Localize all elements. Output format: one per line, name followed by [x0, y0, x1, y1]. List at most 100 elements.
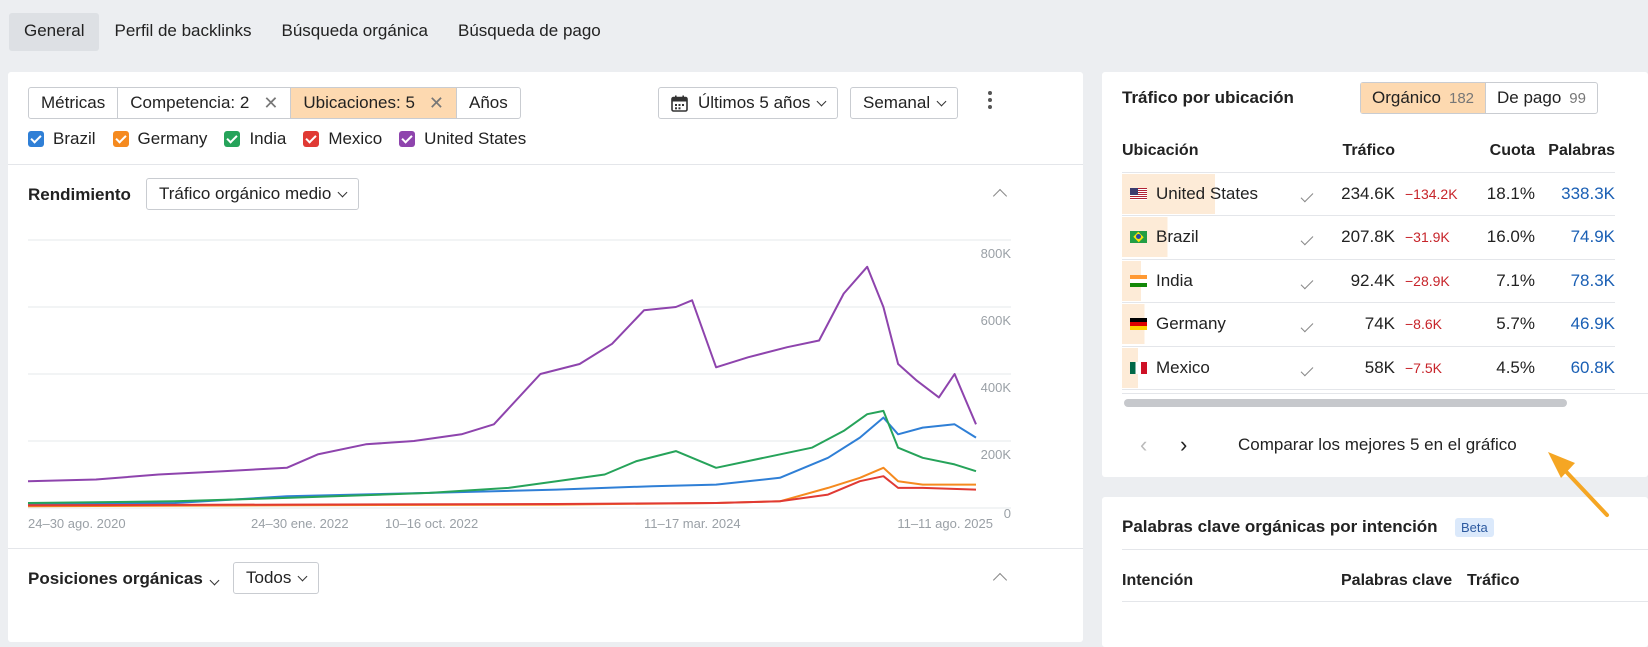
granularity-select[interactable]: Semanal	[850, 87, 959, 119]
column-header-intent-keywords[interactable]: Palabras clave	[1341, 572, 1453, 589]
traffic-diff: −7.5K	[1395, 346, 1470, 390]
checkbox-icon[interactable]	[303, 131, 320, 147]
chart-filter-bar: Métricas Competencia: 2 ✕ Ubicaciones: 5 ✕…	[28, 87, 521, 119]
previous-page-icon[interactable]: ‹	[1140, 432, 1148, 457]
traffic-by-location-panel: Tráfico por ubicación Orgánico 182 De pag…	[1102, 72, 1648, 477]
intent-panel: Palabras clave orgánicas por intención B…	[1102, 497, 1648, 647]
x-tick-label: 24–30 ago. 2020	[28, 516, 126, 531]
organic-positions-title[interactable]: Posiciones orgánicas	[28, 569, 220, 589]
series-legend: Brazil Germany India Mexico United State…	[28, 129, 526, 149]
table-row[interactable]: Brazil 207.8K −31.9K 16.0% 74.9K	[1122, 215, 1615, 260]
series-line-brazil[interactable]	[27, 416, 977, 506]
traffic-value: 74K	[1325, 302, 1395, 347]
tab-organic-search[interactable]: Búsqueda orgánica	[281, 21, 429, 40]
more-options-icon[interactable]	[988, 88, 994, 112]
legend-item-germany[interactable]: Germany	[112, 129, 207, 149]
column-header-intent[interactable]: Intención	[1122, 572, 1194, 589]
column-header-location[interactable]: Ubicación	[1122, 130, 1297, 173]
check-icon	[1300, 319, 1314, 333]
chevron-down-icon	[936, 96, 947, 106]
positions-label: Posiciones orgánicas	[28, 569, 203, 588]
traffic-diff: −31.9K	[1395, 215, 1470, 260]
location-name[interactable]: Brazil	[1156, 227, 1199, 247]
share-value: 5.7%	[1470, 302, 1535, 347]
paid-toggle[interactable]: De pago 99	[1485, 83, 1597, 113]
chevron-down-icon	[209, 575, 220, 586]
traffic-diff: −8.6K	[1395, 302, 1470, 347]
checkbox-icon[interactable]	[28, 131, 44, 147]
keywords-link[interactable]: 46.9K	[1535, 302, 1615, 347]
table-row[interactable]: Mexico 58K −7.5K 4.5% 60.8K	[1122, 346, 1615, 390]
location-cell: India	[1122, 260, 1193, 301]
location-cell: Mexico	[1122, 347, 1210, 388]
table-row[interactable]: Germany 74K −8.6K 5.7% 46.9K	[1122, 302, 1615, 347]
y-tick-label: 400K	[981, 380, 1012, 395]
horizontal-scrollbar[interactable]	[1124, 399, 1567, 407]
keywords-link[interactable]: 74.9K	[1535, 215, 1615, 260]
intent-title: Palabras clave orgánicas por intención	[1122, 517, 1438, 536]
legend-item-mexico[interactable]: Mexico	[303, 129, 382, 149]
overview-panel: Métricas Competencia: 2 ✕ Ubicaciones: 5 ✕…	[8, 72, 1083, 642]
metric-select[interactable]: Tráfico orgánico medio	[146, 178, 360, 210]
location-cell: United States	[1122, 173, 1259, 214]
y-tick-label: 200K	[981, 447, 1012, 462]
tab-backlinks[interactable]: Perfil de backlinks	[114, 21, 252, 40]
checkbox-icon[interactable]	[112, 131, 129, 147]
legend-item-brazil[interactable]: Brazil	[28, 129, 96, 149]
competitors-filter[interactable]: Competencia: 2 ✕	[118, 88, 292, 118]
location-name[interactable]: India	[1156, 270, 1193, 290]
organic-toggle[interactable]: Orgánico 182	[1361, 83, 1486, 113]
close-icon[interactable]: ✕	[263, 92, 279, 113]
positions-filter-select[interactable]: Todos	[233, 562, 320, 594]
column-header-share[interactable]: Cuota	[1470, 130, 1535, 173]
compare-top-5-link[interactable]: Comparar los mejores 5 en el gráfico	[1238, 435, 1517, 454]
location-name[interactable]: Germany	[1156, 314, 1226, 334]
traffic-value: 92.4K	[1325, 259, 1395, 303]
legend-label: Brazil	[53, 129, 96, 148]
legend-label: Mexico	[328, 129, 383, 148]
tab-paid-search[interactable]: Búsqueda de pago	[458, 21, 601, 40]
close-icon[interactable]: ✕	[428, 92, 445, 113]
mx-flag-icon	[1130, 361, 1147, 374]
legend-item-united-states[interactable]: United States	[399, 129, 526, 149]
chevron-down-icon	[816, 96, 827, 106]
metrics-button[interactable]: Métricas	[29, 88, 119, 118]
years-button[interactable]: Años	[457, 88, 520, 118]
traffic-value: 234.6K	[1325, 172, 1395, 216]
checkbox-icon[interactable]	[399, 131, 416, 147]
locations-filter[interactable]: Ubicaciones: 5 ✕	[291, 88, 458, 118]
traffic-value: 58K	[1325, 346, 1395, 390]
tab-general[interactable]: General	[9, 13, 100, 51]
share-value: 18.1%	[1470, 172, 1535, 216]
period-select[interactable]: Últimos 5 años	[658, 87, 839, 119]
locations-table: Ubicación Tráfico Cuota Palabras United …	[1122, 130, 1615, 390]
table-row[interactable]: India 92.4K −28.9K 7.1% 78.3K	[1122, 259, 1615, 303]
table-row[interactable]: United States 234.6K −134.2K 18.1% 338.3K	[1122, 172, 1615, 216]
check-icon	[1300, 189, 1314, 203]
competitors-label: Competencia: 2	[130, 93, 250, 112]
divider	[8, 548, 1083, 549]
series-line-india[interactable]	[27, 409, 977, 504]
keywords-link[interactable]: 78.3K	[1535, 259, 1615, 303]
divider	[1122, 601, 1648, 602]
series-line-mexico[interactable]	[27, 475, 977, 507]
next-page-icon[interactable]: ›	[1180, 432, 1188, 457]
column-header-keywords[interactable]: Palabras	[1535, 130, 1615, 173]
in-flag-icon	[1130, 274, 1147, 287]
keywords-link[interactable]: 60.8K	[1535, 346, 1615, 390]
legend-item-india[interactable]: India	[224, 129, 286, 149]
location-name[interactable]: United States	[1156, 183, 1259, 203]
collapse-icon[interactable]	[992, 572, 1008, 588]
collapse-icon[interactable]	[992, 188, 1008, 204]
location-name[interactable]: Mexico	[1156, 357, 1210, 377]
keywords-link[interactable]: 338.3K	[1535, 172, 1615, 216]
traffic-by-location-title: Tráfico por ubicación	[1122, 88, 1294, 107]
column-header-intent-traffic[interactable]: Tráfico	[1467, 572, 1520, 589]
table-header-row: Ubicación Tráfico Cuota Palabras	[1122, 130, 1615, 173]
chevron-down-icon	[297, 571, 308, 581]
share-value: 16.0%	[1470, 215, 1535, 260]
traffic-value: 207.8K	[1325, 215, 1395, 260]
column-header-traffic[interactable]: Tráfico	[1325, 130, 1395, 173]
checkbox-icon[interactable]	[224, 131, 241, 147]
series-line-united-states[interactable]	[27, 265, 977, 483]
